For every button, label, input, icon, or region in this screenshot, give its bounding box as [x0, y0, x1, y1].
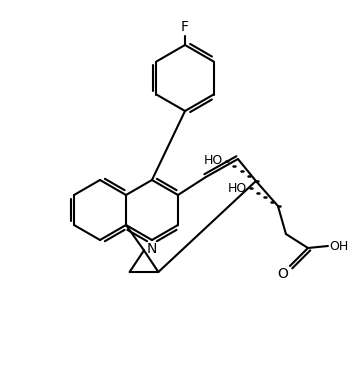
Text: N: N: [147, 242, 157, 256]
Text: F: F: [181, 20, 189, 34]
Text: HO: HO: [228, 182, 247, 194]
Text: OH: OH: [329, 239, 348, 253]
Text: O: O: [277, 267, 288, 281]
Text: HO: HO: [204, 154, 223, 168]
